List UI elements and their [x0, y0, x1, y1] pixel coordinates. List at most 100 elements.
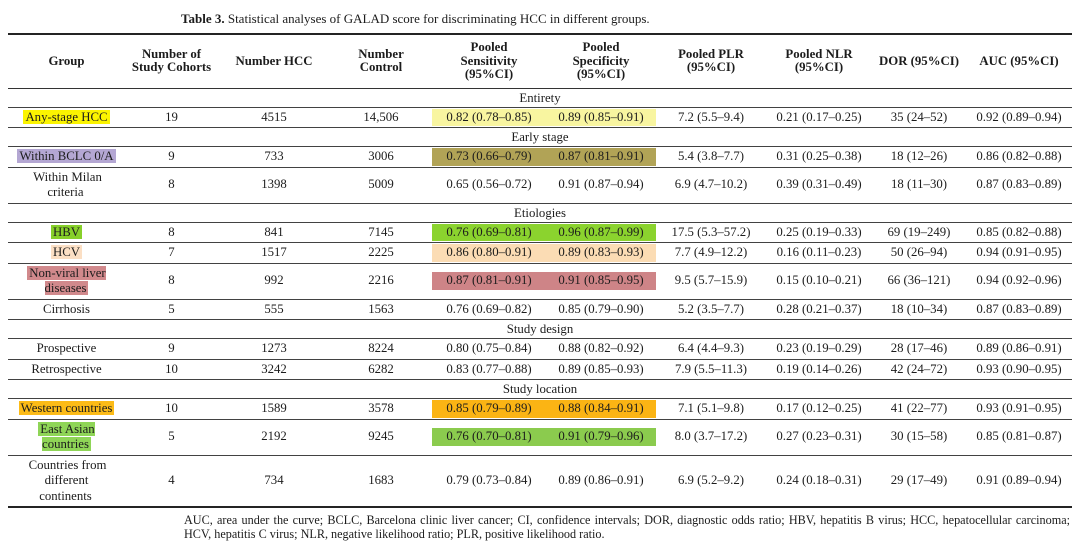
cell-value: 1517 [261, 245, 287, 259]
cell-value: 0.85 (0.79–0.89) [432, 400, 546, 418]
cell-value: 1683 [368, 473, 394, 487]
cell-hcc: 3242 [218, 359, 330, 380]
cell-nlr: 0.16 (0.11–0.23) [766, 242, 872, 264]
cell-value: 18 (10–34) [890, 301, 948, 316]
cell-value: 0.25 (0.19–0.33) [776, 224, 862, 239]
cell-value: 5 [168, 301, 175, 316]
cell-value: 18 (11–30) [890, 177, 948, 192]
cell-group: HBV [8, 222, 125, 243]
cell-value: 0.89 (0.86–0.91) [976, 341, 1062, 355]
cell-dor: 35 (24–52) [872, 107, 966, 128]
cell-value: 5.4 (3.8–7.7) [677, 149, 745, 163]
cell-value: 1589 [261, 401, 287, 415]
cell-spec: 0.85 (0.79–0.90) [546, 299, 656, 320]
cell-value: 0.89 (0.85–0.93) [558, 361, 644, 376]
group-label: HBV [50, 224, 83, 239]
cell-auc: 0.86 (0.82–0.88) [966, 146, 1072, 168]
cell-control: 1683 [330, 455, 432, 508]
cell-control: 14,506 [330, 107, 432, 128]
cell-group: East Asian countries [8, 419, 125, 456]
cell-control: 3006 [330, 146, 432, 168]
cell-auc: 0.87 (0.83–0.89) [966, 167, 1072, 204]
cell-value: 30 (15–58) [890, 429, 948, 444]
cell-cohorts: 8 [125, 263, 218, 300]
cell-value: 0.76 (0.69–0.81) [432, 223, 546, 241]
cell-value: 0.86 (0.82–0.88) [976, 149, 1062, 163]
cell-dor: 41 (22–77) [872, 398, 966, 420]
cell-value: 10 [165, 401, 178, 415]
group-label: Prospective [36, 341, 97, 355]
column-header-sens: Pooled Sensitivity (95%CI) [432, 34, 546, 89]
cell-value: 0.91 (0.79–0.96) [546, 428, 656, 446]
cell-sens: 0.79 (0.73–0.84) [432, 455, 546, 508]
cell-value: 35 (24–52) [890, 109, 948, 124]
cell-plr: 7.2 (5.5–9.4) [656, 107, 766, 128]
cell-sens: 0.83 (0.77–0.88) [432, 359, 546, 380]
cell-control: 3578 [330, 398, 432, 420]
cell-value: 5 [168, 429, 175, 444]
cell-value: 3578 [368, 401, 394, 415]
column-header-nlr: Pooled NLR (95%CI) [766, 34, 872, 89]
section-row: Etiologies [8, 203, 1072, 223]
cell-value: 0.19 (0.14–0.26) [776, 361, 862, 376]
cell-value: 0.28 (0.21–0.37) [776, 301, 862, 316]
cell-hcc: 734 [218, 455, 330, 508]
cell-cohorts: 9 [125, 146, 218, 168]
cell-auc: 0.92 (0.89–0.94) [966, 107, 1072, 128]
cell-plr: 6.9 (4.7–10.2) [656, 167, 766, 204]
cell-value: 2192 [261, 429, 287, 444]
cell-value: 0.91 (0.85–0.95) [546, 272, 656, 290]
cell-hcc: 1398 [218, 167, 330, 204]
cell-spec: 0.89 (0.83–0.93) [546, 242, 656, 264]
group-label: East Asian countries [38, 421, 95, 451]
cell-dor: 50 (26–94) [872, 242, 966, 264]
cell-value: 0.17 (0.12–0.25) [776, 401, 862, 415]
section-row: Study location [8, 379, 1072, 399]
cell-plr: 7.9 (5.5–11.3) [656, 359, 766, 380]
cell-control: 6282 [330, 359, 432, 380]
table-row: HCV 7 1517 2225 0.86 (0.80–0.91) 0.89 (0.83–0… [8, 242, 1072, 264]
column-header-auc: AUC (95%CI) [966, 34, 1072, 89]
cell-auc: 0.89 (0.86–0.91) [966, 338, 1072, 360]
cell-value: 0.93 (0.90–0.95) [976, 361, 1062, 376]
cell-group: Within BCLC 0/A [8, 146, 125, 168]
table-row: East Asian countries 5 2192 9245 0.76 (0.70–… [8, 419, 1072, 456]
cell-value: 66 (36–121) [887, 273, 951, 288]
cell-sens: 0.85 (0.79–0.89) [432, 398, 546, 420]
cell-control: 9245 [330, 419, 432, 456]
cell-value: 0.15 (0.10–0.21) [776, 273, 862, 288]
cell-control: 2225 [330, 242, 432, 264]
cell-cohorts: 5 [125, 419, 218, 456]
cell-sens: 0.86 (0.80–0.91) [432, 242, 546, 264]
cell-control: 1563 [330, 299, 432, 320]
cell-value: 0.80 (0.75–0.84) [446, 341, 532, 355]
cell-control: 5009 [330, 167, 432, 204]
table-row: Within Milan criteria 8 1398 5009 0.65 (0.56… [8, 167, 1072, 204]
cell-nlr: 0.24 (0.18–0.31) [766, 455, 872, 508]
table-row: Prospective 9 1273 8224 0.80 (0.75–0.84) 0.88… [8, 338, 1072, 360]
cell-nlr: 0.28 (0.21–0.37) [766, 299, 872, 320]
cell-dor: 18 (12–26) [872, 146, 966, 168]
cell-value: 9.5 (5.7–15.9) [674, 273, 748, 288]
group-label: Retrospective [31, 361, 102, 376]
cell-spec: 0.88 (0.84–0.91) [546, 398, 656, 420]
cell-nlr: 0.31 (0.25–0.38) [766, 146, 872, 168]
cell-value: 9245 [368, 429, 394, 444]
cell-plr: 8.0 (3.7–17.2) [656, 419, 766, 456]
column-header-group: Group [8, 34, 125, 89]
cell-group: Countries from different continents [8, 455, 125, 508]
cell-hcc: 4515 [218, 107, 330, 128]
cell-spec: 0.88 (0.82–0.92) [546, 338, 656, 360]
table-header: Group Number of Study Cohorts Number HCC Nu… [8, 34, 1072, 89]
table-row: Any-stage HCC 19 4515 14,506 0.82 (0.78–0.85… [8, 107, 1072, 128]
cell-control: 7145 [330, 222, 432, 243]
cell-value: 0.86 (0.80–0.91) [432, 244, 546, 262]
cell-plr: 6.4 (4.4–9.3) [656, 338, 766, 360]
table-caption: Table 3. Statistical analyses of GALAD s… [181, 11, 1070, 26]
cell-spec: 0.91 (0.79–0.96) [546, 419, 656, 456]
cell-value: 50 (26–94) [890, 245, 948, 259]
cell-value: 0.87 (0.81–0.91) [432, 272, 546, 290]
cell-value: 8 [168, 273, 175, 288]
cell-cohorts: 10 [125, 398, 218, 420]
cell-nlr: 0.19 (0.14–0.26) [766, 359, 872, 380]
